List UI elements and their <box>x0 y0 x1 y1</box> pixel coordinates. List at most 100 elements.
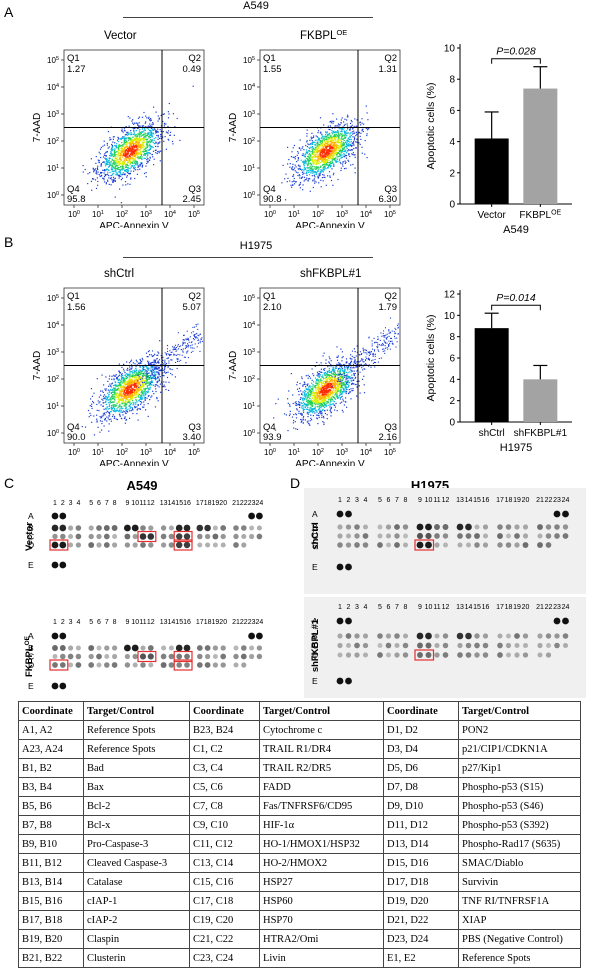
y-axis-label: 7-AAD <box>228 113 239 142</box>
p-value-annotation: P=0.014 <box>496 292 536 304</box>
array-spot <box>443 543 448 548</box>
array-spot <box>197 525 204 532</box>
coordinate-cell: D3, D4 <box>384 740 459 759</box>
array-spot <box>59 525 66 532</box>
array-spot <box>132 525 139 532</box>
array-spot <box>89 654 94 659</box>
y-tick-label: 104 <box>243 83 255 92</box>
y-tick-label: 104 <box>47 321 59 330</box>
target-cell: HO-2/HMOX2 <box>260 854 384 873</box>
x-tick-main: shFKBPL#1 <box>514 428 568 439</box>
array-spot <box>417 524 424 531</box>
array-spot <box>125 662 130 667</box>
array-spot <box>197 654 203 660</box>
array-spot <box>132 645 139 652</box>
array-column-number: 13 <box>456 604 464 611</box>
y-tick-label: 6 <box>449 106 455 117</box>
array-spot <box>466 533 472 539</box>
array-column-number: 11 <box>139 619 146 626</box>
coordinate-cell: D23, D24 <box>384 930 459 949</box>
array-spot <box>345 678 352 685</box>
array-column-number: 7 <box>105 619 109 626</box>
array-spot <box>104 525 110 531</box>
array-spot <box>377 633 383 639</box>
q2-label: Q2 <box>384 291 397 302</box>
target-cell: FADD <box>260 778 384 797</box>
array-spot <box>257 534 263 540</box>
coordinate-cell: C7, C8 <box>190 797 260 816</box>
array-column-number: 14 <box>168 619 176 626</box>
array-spot <box>378 643 383 648</box>
array-spot <box>213 526 218 531</box>
coordinate-cell: A1, A2 <box>19 721 84 740</box>
array-spot <box>354 524 360 530</box>
plot-title-main: Vector <box>104 30 137 42</box>
array-spot <box>176 533 182 539</box>
array-spot <box>76 654 81 659</box>
y-tick-label: 102 <box>47 375 59 384</box>
y-tick-exp: 3 <box>56 110 59 116</box>
target-cell: Phospho-Rad17 (S635) <box>459 835 581 854</box>
x-tick-exp: 4 <box>173 448 176 454</box>
array-spot <box>506 534 511 539</box>
array-row-label: E <box>28 681 34 691</box>
array-spot <box>523 633 528 638</box>
table-header: Target/Control <box>84 702 190 721</box>
array-spot <box>337 678 344 685</box>
array-column-number: 20 <box>522 604 530 611</box>
target-cell: TNF RI/TNFRSF1A <box>459 892 581 911</box>
array-spot <box>346 633 352 639</box>
y-axis-label: 7-AAD <box>32 113 43 142</box>
array-spot <box>88 542 94 548</box>
array-column-number: 24 <box>562 604 570 611</box>
array-spot <box>76 646 81 651</box>
target-cell: Reference Spots <box>84 740 190 759</box>
array-spot <box>133 542 138 547</box>
array-spot <box>220 525 226 531</box>
y-tick-exp: 0 <box>56 191 59 197</box>
array-spot <box>403 643 409 649</box>
array-spot <box>112 534 117 539</box>
array-column-number: 20 <box>219 500 227 507</box>
array-spot <box>76 534 82 540</box>
array-spot <box>249 646 254 651</box>
array-spot <box>434 643 439 648</box>
array-column-number: 6 <box>387 604 391 611</box>
array-spot <box>249 526 254 531</box>
array-spot <box>140 653 146 659</box>
array-spot <box>426 643 432 649</box>
array-spot <box>394 524 400 530</box>
array-side-label-main: shFKBPL#1 <box>310 618 321 672</box>
array-spot <box>546 542 552 548</box>
q2-value: 1.79 <box>379 302 398 313</box>
array-spot <box>148 645 154 651</box>
array-spot <box>140 533 147 540</box>
array-spot <box>76 662 82 668</box>
coordinate-cell: B23, B24 <box>190 721 260 740</box>
coordinate-cell: C5, C6 <box>190 778 260 797</box>
target-cell: Phospho-p53 (S15) <box>459 778 581 797</box>
plot-title: Vector <box>104 30 137 42</box>
array-spot <box>523 542 529 548</box>
array-spot <box>140 645 145 650</box>
array-spot <box>52 645 58 651</box>
array-column-number: 13 <box>160 500 168 507</box>
y-tick-exp: 3 <box>56 348 59 354</box>
array-spot <box>554 633 559 638</box>
array-column-number: 13 <box>160 619 168 626</box>
array-spot <box>346 652 351 657</box>
array-spot <box>394 533 399 538</box>
y-tick-label: 100 <box>243 429 255 438</box>
y-tick-label: 10 <box>444 311 456 322</box>
array-column-number: 11 <box>139 500 146 507</box>
y-tick-label: 103 <box>243 110 255 119</box>
array-column-number: 9 <box>418 604 422 611</box>
y-tick-label: 103 <box>47 110 59 119</box>
array-column-number: 18 <box>505 497 513 504</box>
array-spot <box>59 513 66 520</box>
array-spot <box>354 633 359 638</box>
array-spot <box>363 633 368 638</box>
array-spot <box>184 662 190 668</box>
array-spot <box>197 662 203 668</box>
